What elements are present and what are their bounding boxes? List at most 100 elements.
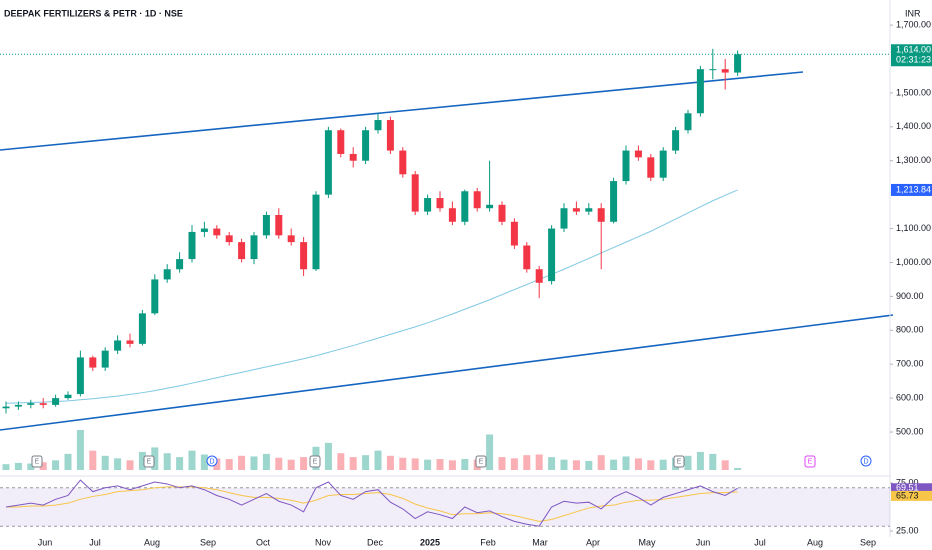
volume-bar [374, 450, 382, 470]
volume-bar [424, 459, 432, 470]
candle-body [386, 120, 394, 151]
candle-body [14, 404, 22, 407]
volume-bar [200, 454, 208, 470]
chart-title: DEEPAK FERTILIZERS & PETR · 1D · NSE [4, 8, 183, 18]
candle-body [696, 69, 704, 114]
candle-body [424, 198, 432, 212]
candle-body [39, 403, 47, 405]
ma-label-box [891, 183, 932, 196]
candle-body [151, 279, 159, 314]
candle-body [126, 340, 134, 344]
volume-bar [572, 460, 580, 470]
volume-bar [634, 458, 642, 470]
event-label: E [808, 458, 813, 465]
x-tick-label: Jul [754, 537, 766, 547]
y-tick-label: 1,000.00 [896, 257, 931, 267]
x-tick-label: Nov [315, 537, 332, 547]
volume-bar [436, 459, 444, 470]
y-tick-label: 700.00 [896, 359, 924, 369]
x-tick-label: Sep [200, 537, 216, 547]
candle-body [411, 174, 419, 212]
candle-body [709, 69, 717, 71]
volume-bar [14, 462, 22, 470]
candle-body [647, 157, 655, 178]
candle-body [287, 235, 295, 243]
volume-bar [39, 462, 47, 470]
event-marker [804, 455, 816, 468]
volume-bar [2, 464, 10, 470]
event-label: E [147, 458, 152, 465]
rsi-tick-label: 75.00 [896, 477, 919, 487]
candle-body [659, 150, 667, 178]
volume-bar [597, 455, 605, 470]
candle-body [461, 191, 469, 222]
x-tick-label: May [638, 537, 656, 547]
rsi-label-box [891, 483, 932, 494]
event-marker [309, 455, 321, 468]
candle-body [275, 214, 283, 236]
volume-bar [250, 456, 258, 470]
candle-body [734, 54, 742, 73]
y-tick-label: 1,100.00 [896, 223, 931, 233]
event-marker [206, 455, 218, 467]
candle-body [436, 198, 444, 209]
volume-bar [126, 460, 134, 470]
candle-body [523, 245, 531, 270]
candle-body [138, 313, 146, 344]
volume-bar [647, 460, 655, 470]
x-tick-label: Jun [38, 537, 53, 547]
support-trendline [0, 314, 894, 431]
event-marker [31, 455, 43, 468]
candle-body [27, 403, 35, 405]
candle-body [176, 259, 184, 270]
volume-bar [610, 459, 618, 470]
volume-bar [27, 463, 35, 470]
volume-bar [486, 434, 494, 470]
volume-bar [324, 442, 332, 470]
candle-body [2, 406, 10, 409]
candle-body [250, 235, 258, 260]
volume-bar [287, 459, 295, 470]
candle-body [262, 214, 270, 236]
x-tick-label: 2025 [420, 537, 440, 547]
volume-bar [275, 457, 283, 470]
candle-body [448, 208, 456, 222]
volume-bar [461, 459, 469, 470]
rsi-ma-label-box [891, 490, 932, 501]
currency-label: INR [905, 8, 921, 18]
candle-body [672, 130, 680, 151]
candle-body [52, 398, 60, 405]
rsi-tick-label: 25.00 [896, 525, 919, 535]
time-axis-bg [0, 537, 932, 550]
candle-body [498, 204, 506, 222]
candle-body [238, 242, 246, 260]
volume-bar [585, 460, 593, 470]
event-marker [673, 455, 685, 468]
volume-bar [114, 458, 122, 470]
event-marker [475, 455, 487, 468]
candle-body [597, 208, 605, 222]
x-tick-label: Apr [586, 537, 600, 547]
volume-bar [560, 459, 568, 470]
candle-body [349, 153, 357, 161]
candle-body [200, 228, 208, 232]
volume-bar [138, 451, 146, 470]
candle-body [188, 231, 196, 260]
ma-label: 1,213.84 [896, 184, 931, 194]
y-tick-label: 1,400.00 [896, 121, 931, 131]
volume-bar [238, 455, 246, 470]
candle-body [101, 350, 109, 368]
rsi-line [5, 479, 738, 527]
volume-bar [163, 453, 171, 470]
x-tick-label: Dec [367, 537, 384, 547]
candle-body [362, 130, 370, 161]
y-tick-label: 900.00 [896, 291, 924, 301]
volume-bar [709, 453, 717, 470]
candle-body [399, 150, 407, 175]
volume-bar [225, 459, 233, 470]
x-tick-label: Sep [860, 537, 876, 547]
volume-bar [176, 457, 184, 470]
event-marker [143, 455, 155, 468]
volume-bar [498, 457, 506, 470]
